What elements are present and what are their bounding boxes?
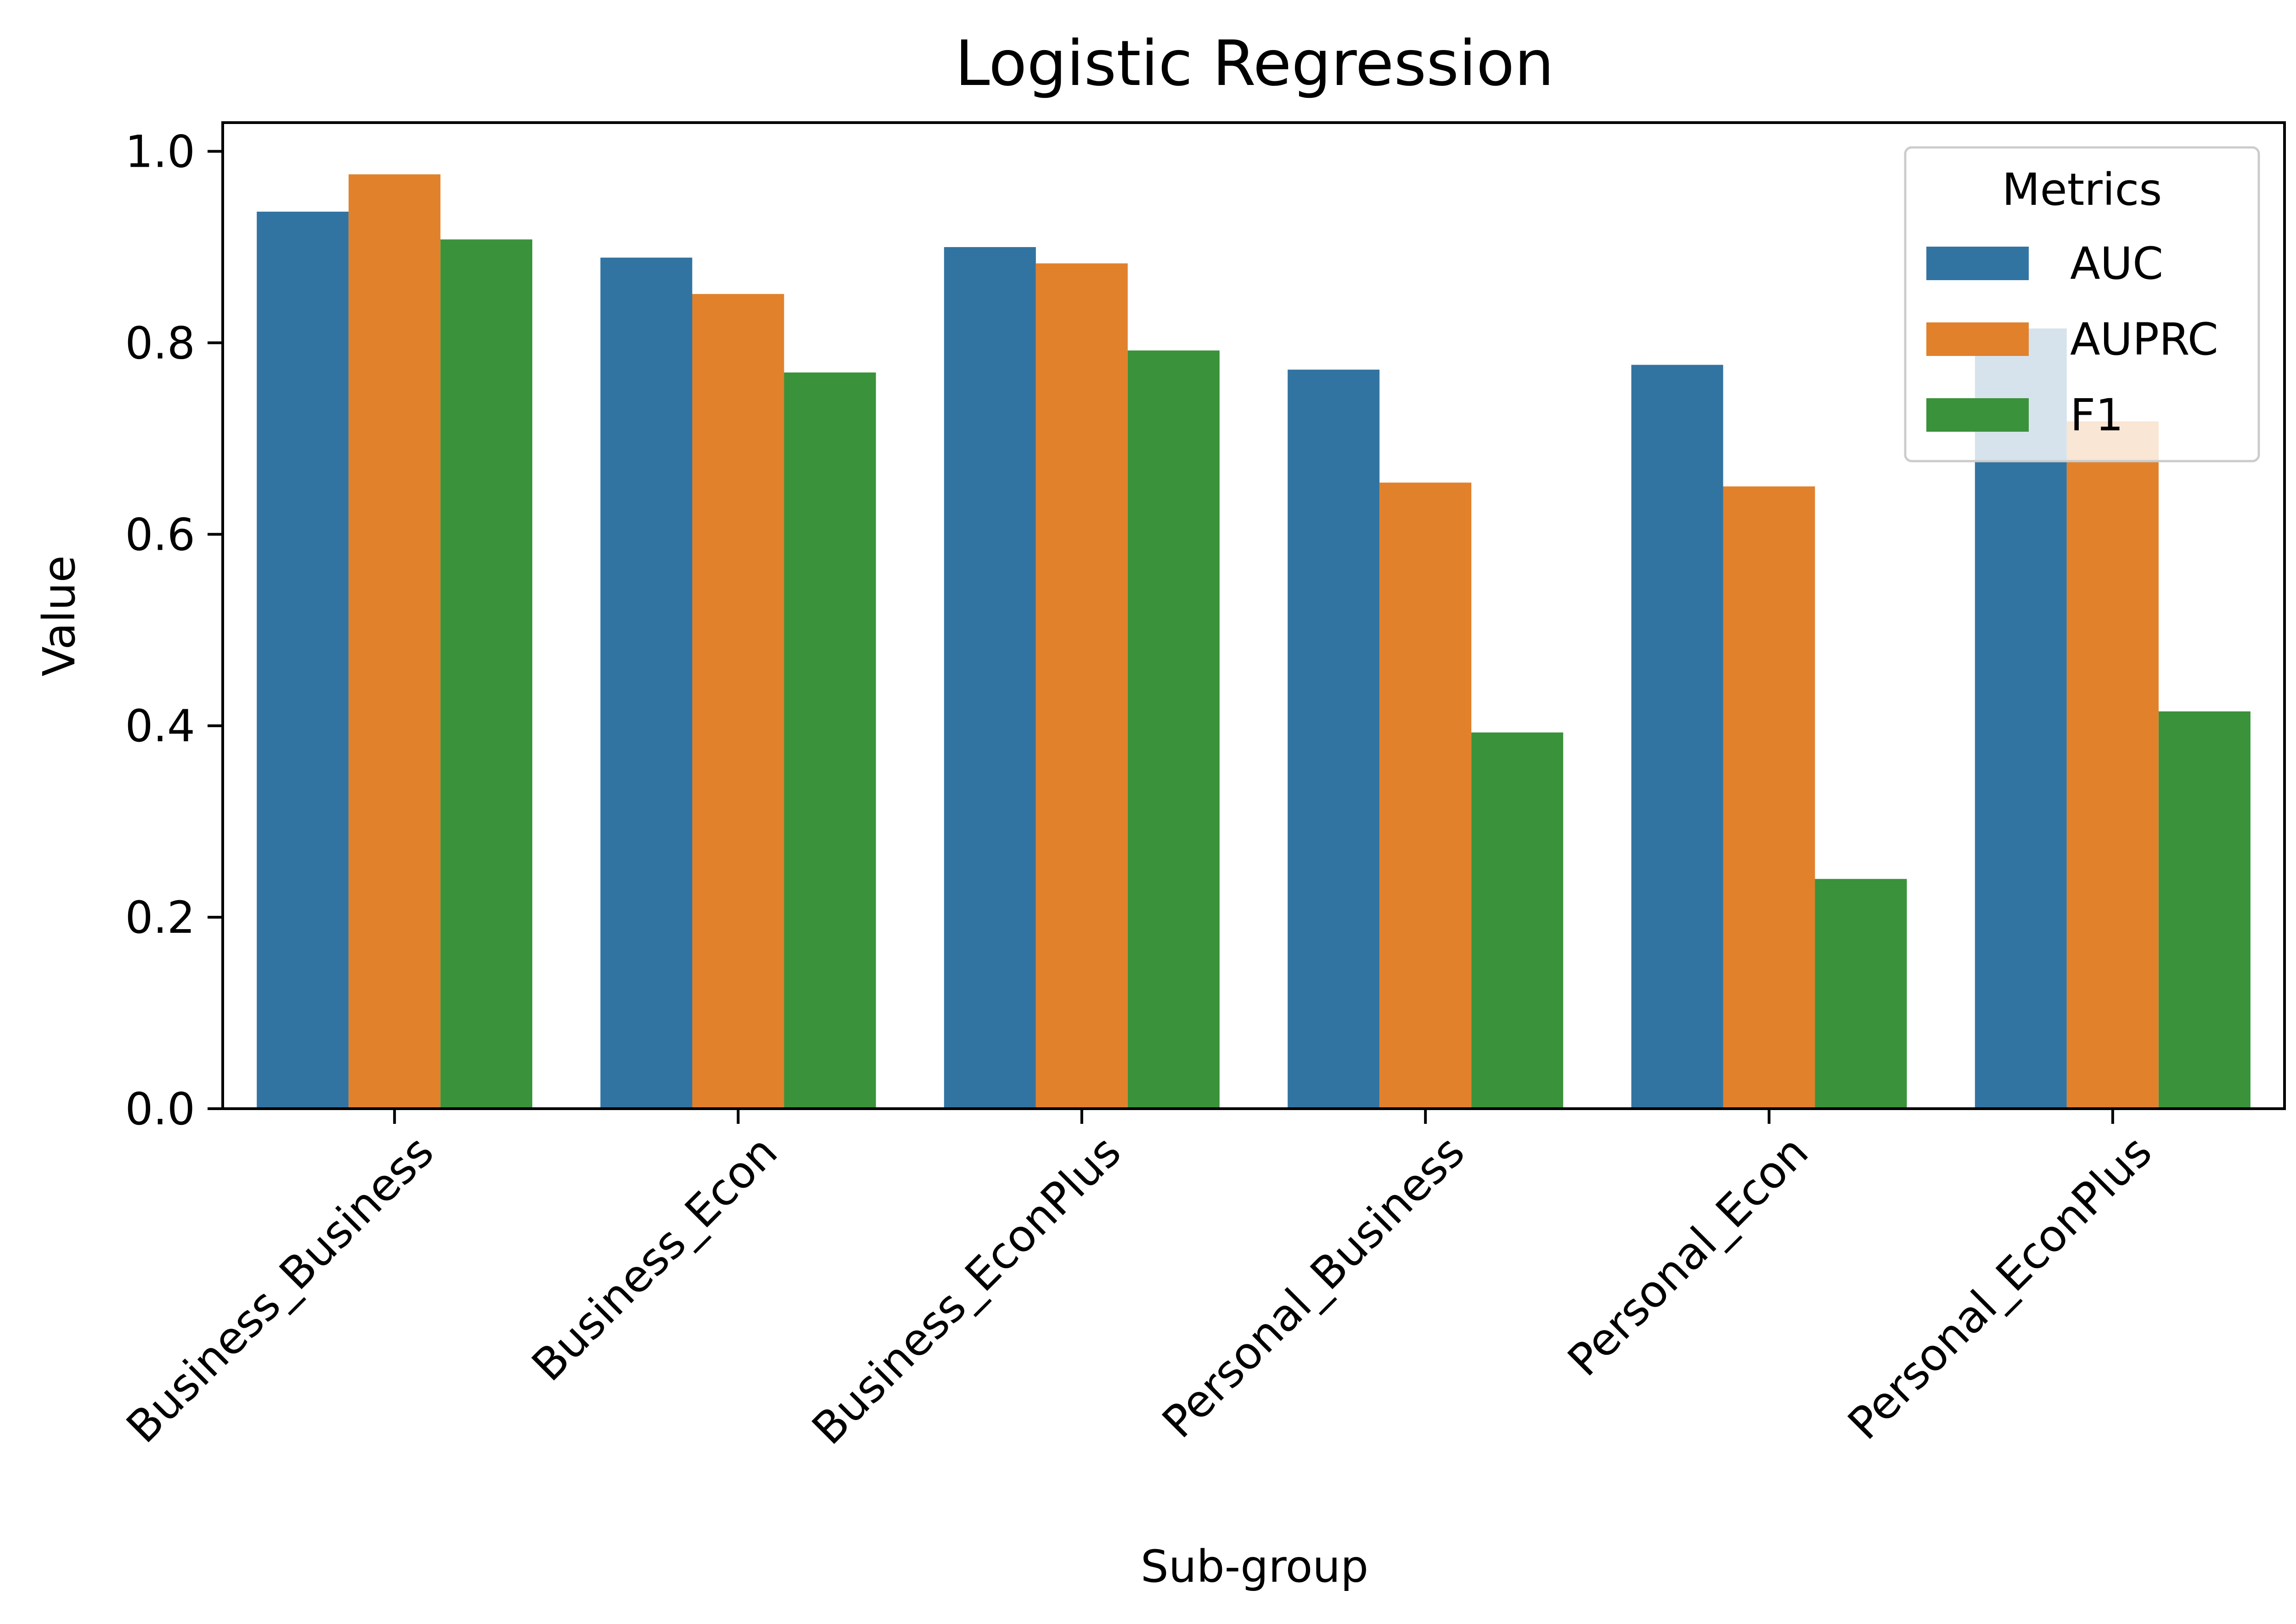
bar-auc-personal-econ	[1631, 365, 1723, 1109]
legend-frame	[1904, 146, 2260, 462]
bars-group	[257, 174, 2251, 1109]
bar-auprc-business-econ	[692, 294, 784, 1109]
bar-auc-business-econ	[600, 257, 692, 1109]
bar-f1-personal-econplus	[2158, 711, 2251, 1109]
y-tick-label: 0.2	[125, 892, 195, 943]
legend: Metrics AUC AUPRC F1	[1904, 146, 2260, 462]
bar-f1-personal-econ	[1815, 879, 1907, 1109]
legend-title: Metrics	[2002, 164, 2162, 215]
y-tick-label: 1.0	[125, 126, 195, 178]
y-tick-label: 0.8	[125, 317, 195, 369]
bar-f1-business-business	[440, 239, 533, 1109]
legend-label-auprc: AUPRC	[2070, 314, 2218, 365]
x-axis-label: Sub-group	[1141, 1541, 1368, 1592]
bar-auprc-personal-business	[1379, 482, 1472, 1109]
y-tick-label: 0.6	[125, 509, 195, 560]
legend-swatch-auc	[1926, 247, 2029, 280]
y-tick-label: 0.0	[125, 1083, 195, 1135]
legend-swatch-f1	[1926, 398, 2029, 432]
x-axis: Business_Business Business_Econ Business_E…	[117, 1109, 2161, 1455]
bar-auprc-business-business	[349, 174, 441, 1109]
legend-swatch-auprc	[1926, 322, 2029, 356]
x-tick-label: Personal_Econ	[1558, 1126, 1818, 1386]
bar-auc-personal-business	[1288, 369, 1380, 1109]
y-tick-label: 0.4	[125, 700, 195, 752]
bar-f1-business-econ	[784, 372, 876, 1109]
plot-frame	[221, 121, 2286, 1110]
x-tick-label: Business_Econ	[522, 1126, 787, 1391]
bar-auprc-personal-econ	[1723, 486, 1815, 1109]
legend-items: AUC AUPRC F1	[1926, 238, 2218, 441]
bar-f1-personal-business	[1471, 732, 1564, 1109]
y-axis-label: Value	[34, 555, 85, 677]
legend-label-f1: F1	[2070, 389, 2123, 441]
bar-auc-business-business	[257, 211, 349, 1109]
legend-label-auc: AUC	[2070, 238, 2163, 289]
bar-f1-business-econplus	[1127, 350, 1220, 1109]
y-axis: 0.0 0.2 0.4 0.6 0.8 1.0	[125, 126, 223, 1135]
x-tick-label: Business_Business	[117, 1126, 444, 1453]
bar-auc-business-econplus	[944, 247, 1036, 1109]
x-tick-label: Personal_Business	[1153, 1126, 1474, 1448]
bar-auprc-personal-econplus	[2066, 421, 2159, 1109]
x-tick-label: Business_EconPlus	[802, 1126, 1131, 1454]
x-tick-label: Personal_EconPlus	[1838, 1126, 2162, 1449]
chart-title: Logistic Regression	[955, 28, 1554, 100]
bar-auprc-business-econplus	[1035, 263, 1128, 1109]
